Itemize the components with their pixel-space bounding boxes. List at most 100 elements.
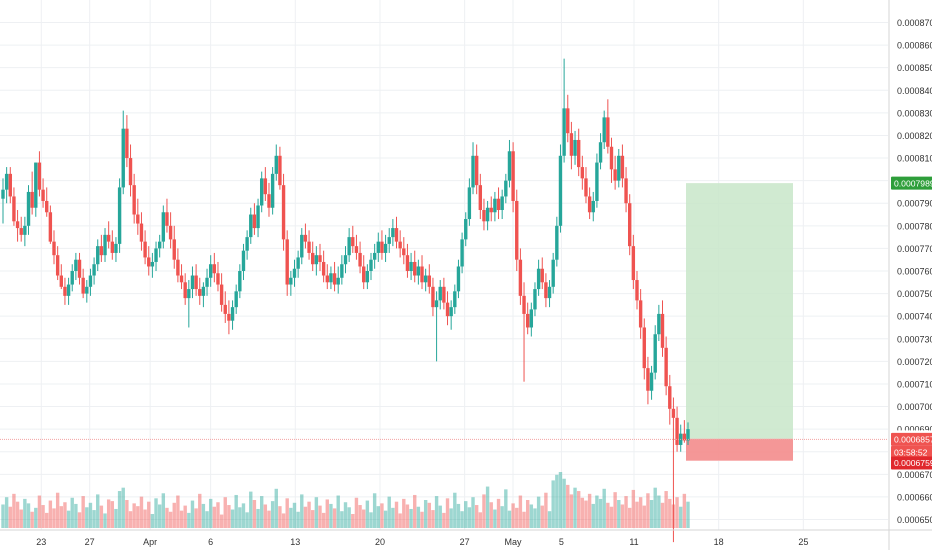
price-tick-label: 0.0008100 — [897, 154, 932, 164]
candle-body — [274, 155, 278, 174]
candle-body — [296, 257, 300, 269]
time-tick-label: May — [505, 537, 523, 547]
candle-body — [675, 417, 679, 445]
candle-body — [551, 259, 555, 287]
volume-bar — [106, 499, 111, 528]
candle-body — [638, 300, 643, 328]
candle-body — [391, 228, 395, 238]
candle-body — [478, 185, 483, 211]
candle-body — [394, 228, 399, 242]
volume-bar — [325, 499, 329, 528]
candle-body — [613, 169, 617, 181]
volume-bar — [307, 501, 311, 528]
candle-body — [423, 275, 428, 283]
volume-bar — [394, 501, 399, 528]
stop-price-label: 0.0006759 — [894, 458, 932, 468]
candle-body — [245, 237, 249, 251]
volume-bar — [362, 509, 366, 528]
candle-body — [518, 259, 523, 296]
volume-bar — [653, 487, 657, 528]
candle-body — [569, 133, 574, 156]
volume-bar — [511, 503, 515, 528]
countdown-label-bg — [891, 445, 932, 459]
price-tick-label: 0.0006500 — [897, 515, 932, 525]
volume-bar — [642, 505, 646, 528]
candle-body — [205, 277, 209, 287]
candle-body — [657, 313, 661, 335]
volume-bar — [136, 506, 140, 528]
volume-bar — [285, 498, 289, 528]
candle-body — [434, 300, 439, 308]
candle-body — [234, 291, 238, 308]
candle-body — [241, 250, 246, 271]
profit-zone[interactable] — [686, 183, 793, 439]
volume-bar — [682, 493, 687, 528]
volume-bar — [420, 511, 424, 528]
stop-zone-progress — [686, 438, 793, 461]
candle-body — [303, 234, 308, 242]
volume-bar — [267, 510, 271, 528]
candle-body — [525, 313, 530, 328]
candle-body — [587, 196, 592, 213]
candle-body — [325, 275, 329, 283]
volume-bar — [15, 501, 20, 528]
candle-body — [157, 241, 162, 249]
volume-bar — [92, 510, 96, 528]
candle-body — [117, 187, 122, 244]
price-tick-label: 0.0008600 — [897, 41, 932, 51]
candle-body — [431, 286, 435, 308]
candle-body — [23, 225, 27, 235]
volume-bar — [624, 496, 628, 528]
candle-body — [143, 241, 147, 258]
candle-body — [179, 275, 184, 283]
volume-bar — [321, 512, 326, 528]
volume-bar — [449, 508, 453, 528]
volume-bar — [343, 502, 348, 528]
candle-body — [507, 151, 512, 181]
volume-bar — [256, 508, 260, 528]
candle-body — [8, 173, 12, 197]
candle-body — [314, 255, 319, 265]
position-tool[interactable] — [686, 183, 793, 461]
volume-bar — [617, 500, 621, 528]
volume-bar — [558, 472, 563, 528]
target-price-label-bg — [891, 176, 932, 190]
volume-bar — [172, 502, 176, 528]
volume-bar — [365, 500, 370, 528]
volume-bar — [147, 501, 151, 528]
candle-body — [139, 223, 144, 242]
volume-bar — [59, 506, 63, 528]
candle-body — [409, 261, 413, 271]
volume-bar — [387, 496, 391, 528]
candle-body — [238, 271, 242, 292]
volume-bar — [168, 511, 173, 528]
candle-body — [504, 180, 508, 197]
volume-bar — [547, 511, 552, 528]
volume-bar — [453, 492, 457, 528]
volume-bar — [216, 502, 220, 528]
candle-body — [77, 259, 82, 278]
volume-bar — [383, 510, 388, 528]
price-tick-label: 0.0007200 — [897, 357, 932, 367]
volume-bar — [219, 514, 224, 528]
volume-bar — [478, 512, 483, 528]
candle-body — [365, 271, 370, 283]
volume-bar — [405, 504, 410, 528]
volume-bar — [259, 496, 264, 528]
candle-body — [292, 268, 297, 278]
volume-bar — [110, 501, 115, 528]
volume-bar — [507, 510, 512, 528]
volume-bar — [569, 494, 574, 528]
candle-body — [624, 178, 628, 204]
candle-body — [555, 225, 559, 260]
volume-bar — [234, 494, 238, 528]
volume-bar — [292, 502, 297, 528]
volume-bar — [434, 496, 439, 528]
volume-bar — [606, 502, 610, 528]
candle-body — [52, 241, 56, 256]
volume-bar — [103, 513, 107, 528]
volume-bar — [398, 513, 402, 528]
volume-bar — [128, 511, 133, 528]
